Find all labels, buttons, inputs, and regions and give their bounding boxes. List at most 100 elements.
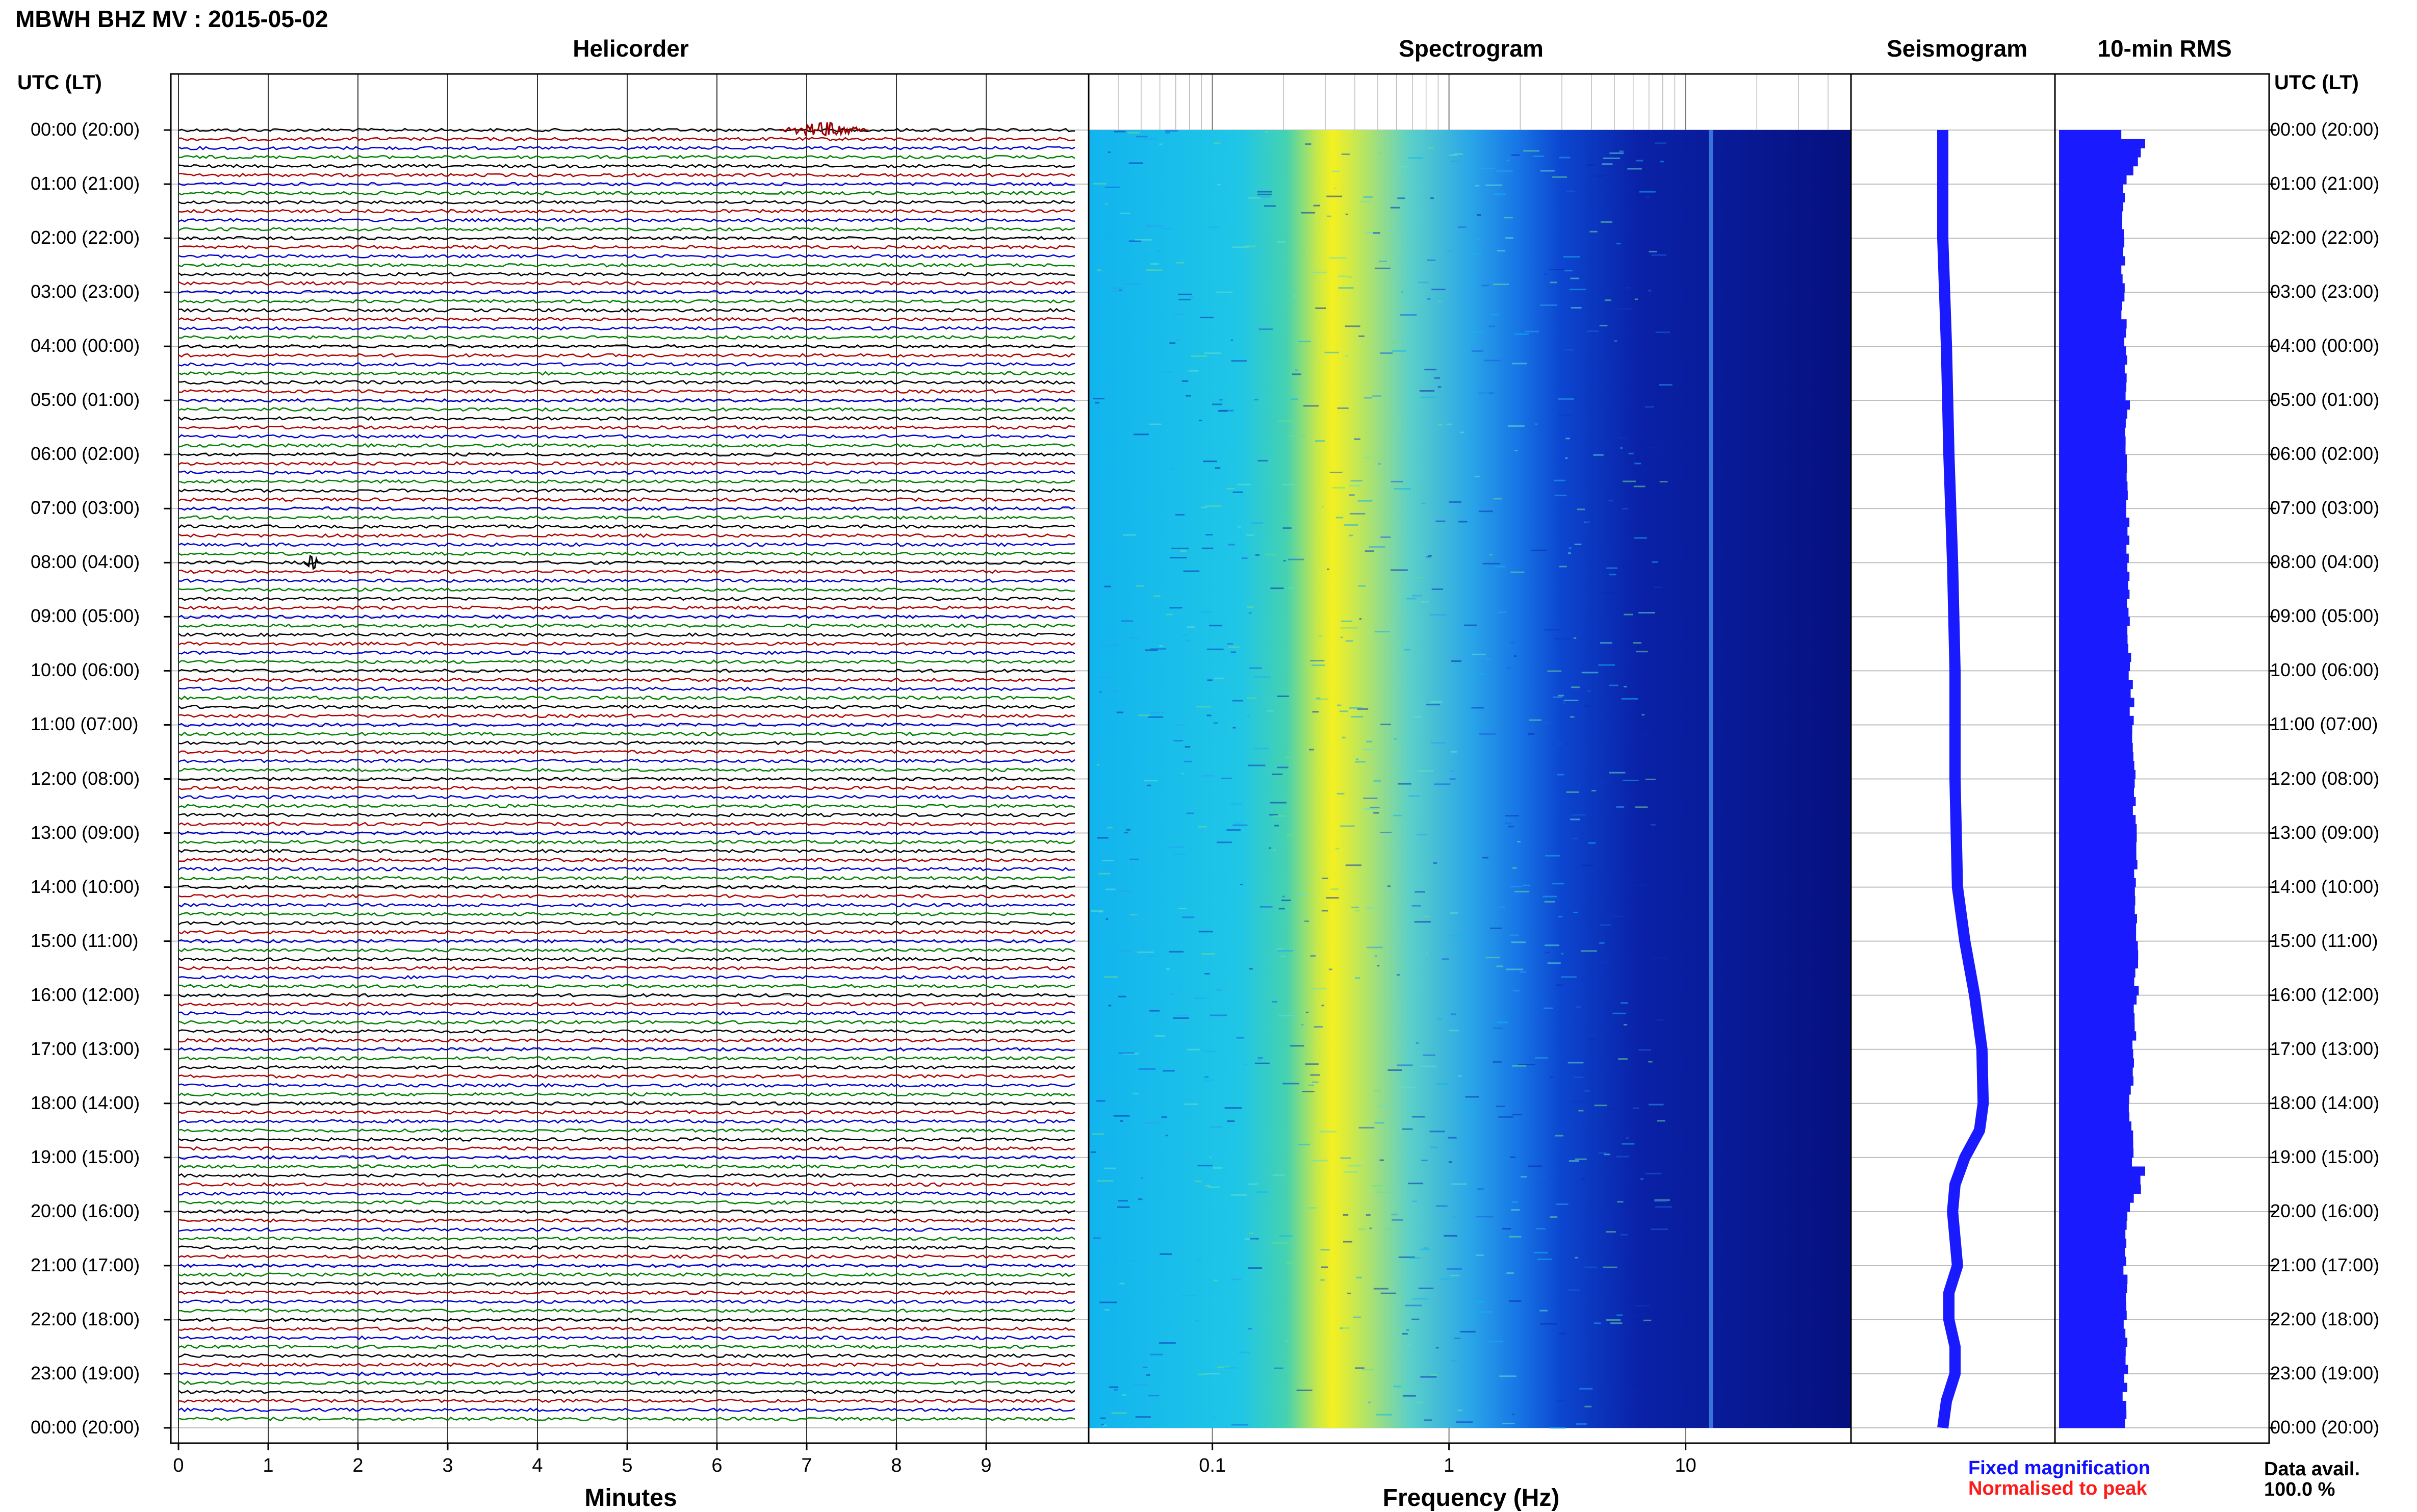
spectrogram-speck (1338, 275, 1347, 277)
spectrogram-speck (1563, 700, 1579, 701)
spectrogram-speck (1344, 1171, 1358, 1173)
rms-bar (2059, 418, 2126, 428)
spectrogram-speck (1093, 398, 1104, 400)
spectrogram-speck (1341, 636, 1343, 638)
spectrogram-speck (1112, 690, 1119, 693)
spectrogram-speck (1146, 1374, 1150, 1376)
helicorder-trace (178, 335, 1075, 340)
spectrogram-speck (1236, 1037, 1245, 1039)
spectrogram-speck (1180, 550, 1187, 552)
time-label-right: 19:00 (15:00) (2270, 1146, 2380, 1167)
helicorder-title: Helicorder (573, 35, 689, 62)
spectrogram-speck (1310, 988, 1327, 990)
spectrogram-speck (1458, 521, 1468, 523)
spectrogram-speck (1465, 1096, 1479, 1098)
spectrogram-speck (1150, 1353, 1164, 1355)
spectrogram-speck (1197, 1165, 1213, 1167)
rms-bar (2059, 688, 2131, 698)
spectrogram-speck (1398, 783, 1411, 785)
time-label-left: 23:00 (19:00) (31, 1362, 140, 1383)
spectrogram-speck (1248, 1328, 1252, 1329)
spectrogram-speck (1353, 1316, 1361, 1318)
spectrogram-speck (1505, 823, 1512, 825)
spectrogram-speck (1342, 736, 1346, 738)
spectrogram-speck (1429, 614, 1447, 616)
spectrogram-speck (1453, 1216, 1456, 1218)
spectrogram-speck (1472, 653, 1486, 655)
panel-frames (170, 73, 2270, 1444)
spectrogram-speck (1117, 1206, 1130, 1208)
spectrogram-speck (1186, 812, 1194, 814)
spectrogram-speck (1169, 607, 1182, 609)
rms-bar (2059, 562, 2127, 572)
helicorder-trace (178, 326, 1075, 331)
spectrogram-speck (1254, 1062, 1270, 1064)
spectrogram-speck (1474, 475, 1480, 477)
spectrogram-speck (1290, 1045, 1304, 1047)
spectrogram-speck (1336, 792, 1345, 795)
spectrogram-speck (1329, 257, 1347, 259)
spectrogram-speck (1458, 226, 1467, 228)
rms-bar (2059, 1040, 2132, 1050)
helicorder-trace (178, 831, 1075, 836)
rms-bar (2059, 229, 2124, 239)
rms-bar (2059, 436, 2126, 446)
helicorder-trace (178, 804, 1075, 808)
helicorder-trace (178, 209, 1075, 214)
time-label-left: 15:00 (11:00) (31, 930, 139, 951)
spectrogram-speck (1442, 958, 1449, 960)
spectrogram-speck (1646, 447, 1659, 449)
rms-bar (2059, 698, 2135, 707)
helicorder-trace (178, 1209, 1075, 1214)
spectrogram-speck (1292, 373, 1301, 375)
spectrogram-speck (1364, 397, 1372, 399)
spectrogram-speck (1128, 637, 1139, 639)
spectrogram-speck (1249, 667, 1262, 669)
helicorder-trace (178, 605, 1075, 610)
spectrogram-speck (1416, 1042, 1419, 1044)
helicorder-trace (178, 182, 1075, 187)
spectrogram-speck (1428, 147, 1433, 149)
spectrogram-speck (1149, 423, 1162, 425)
spectrogram-speck (1574, 544, 1582, 545)
helicorder-trace (178, 145, 1075, 150)
spectrogram-speck (1559, 1332, 1566, 1335)
spectrogram-speck (1282, 1083, 1300, 1085)
spectrogram-speck (1561, 976, 1577, 978)
spectrogram-speck (1512, 363, 1527, 365)
time-label-right: 05:00 (01:00) (2270, 389, 2380, 411)
spectrogram-speck (1481, 285, 1489, 287)
spectrogram-speck (1472, 393, 1479, 395)
spectrogram-speck (1120, 213, 1130, 214)
spectrogram-speck (1305, 1063, 1319, 1065)
spectrogram-speck (1187, 626, 1196, 628)
spectrogram-speck (1600, 924, 1611, 926)
spectrogram-speck (1585, 484, 1587, 486)
spectrogram-speck (1141, 1177, 1144, 1179)
spectrogram-speck (1195, 1181, 1202, 1183)
spectrogram-speck (1344, 524, 1358, 526)
spectrogram-speck (1408, 157, 1424, 159)
helicorder-trace (178, 912, 1075, 916)
spectrogram-speck (1642, 734, 1649, 736)
spectrogram-speck (1497, 1021, 1508, 1023)
spectrogram-speck (1345, 640, 1353, 642)
spectrogram-speck (1460, 1330, 1476, 1332)
helicorder-trace (178, 1416, 1075, 1421)
helicorder-trace (178, 1254, 1075, 1259)
spectrogram-speck (1581, 672, 1599, 674)
rms-bar (2059, 905, 2135, 915)
spectrogram-speck (1248, 1183, 1258, 1185)
spectrogram-speck (1358, 335, 1365, 337)
spectrogram-speck (1544, 1007, 1553, 1009)
spectrogram-speck (1384, 1228, 1394, 1230)
spectrogram-speck (1473, 1217, 1486, 1219)
spectrogram-speck (1458, 1075, 1462, 1077)
rms-bar (2059, 211, 2122, 221)
spectrogram-speck (1217, 1366, 1230, 1368)
spectrogram-speck (1376, 1191, 1391, 1193)
spectrogram-speck (1571, 814, 1586, 816)
spectrogram-speck (1643, 1319, 1652, 1321)
spectrogram-speck (1332, 170, 1340, 172)
spectrogram-speck (1591, 790, 1597, 791)
